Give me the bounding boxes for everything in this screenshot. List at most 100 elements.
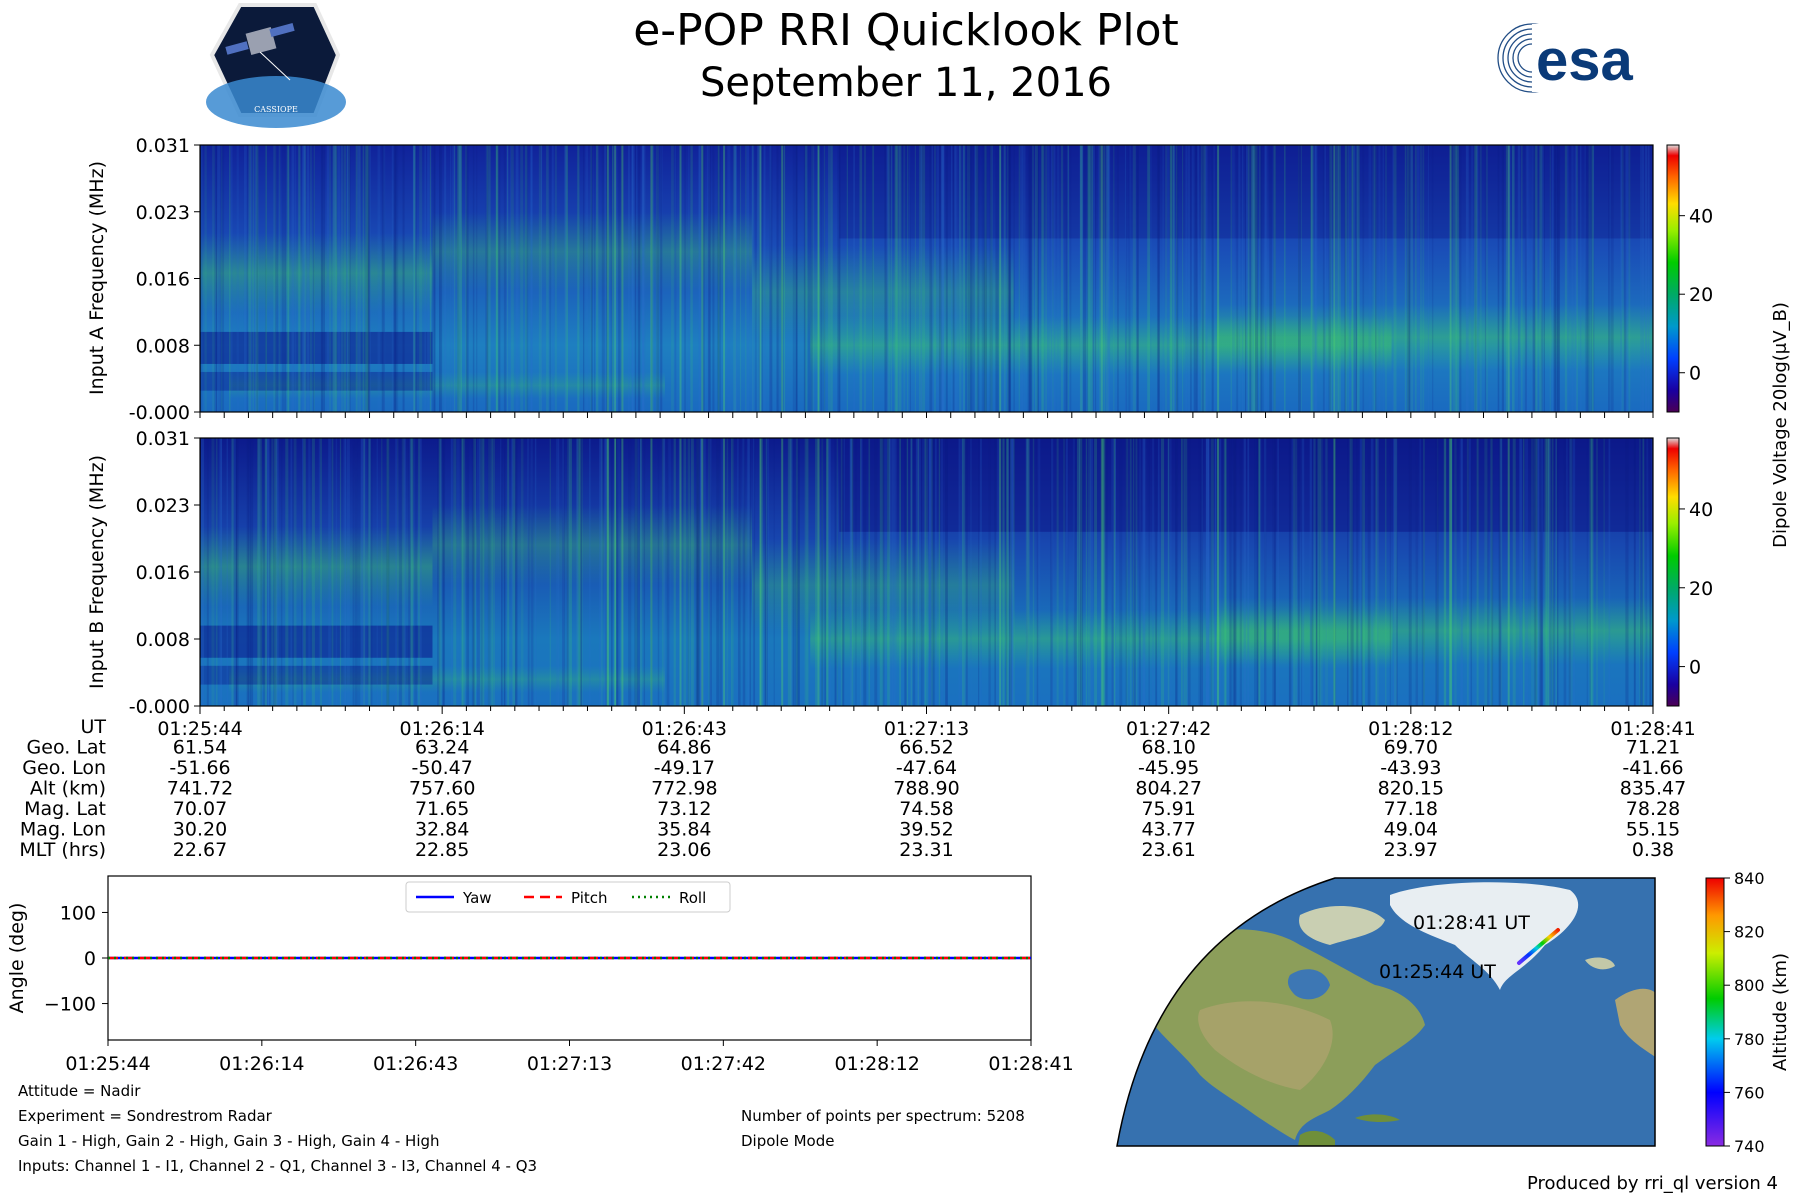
- y-tick-label: 0.031: [136, 428, 190, 450]
- y-tick-label: 0.023: [136, 495, 190, 517]
- ephemeris-cell: 71.65: [415, 798, 469, 820]
- cassiope-logo: CASSIOPE: [206, 3, 346, 128]
- esa-logo: esa: [1497, 23, 1634, 93]
- legend-label-pitch: Pitch: [571, 889, 608, 907]
- x-tick-label: 01:27:13: [884, 718, 969, 740]
- y-tick-label: 0.016: [136, 269, 190, 291]
- ephemeris-cell: 69.70: [1384, 737, 1438, 759]
- attitude-y-axis: 100 0 −100: [44, 902, 108, 1016]
- colorbar-tick-label: 40: [1689, 206, 1713, 228]
- colorbar-b: 0 20 40: [1666, 437, 1713, 707]
- ephemeris-cell: 23.97: [1384, 839, 1438, 861]
- ephemeris-cell: 788.90: [893, 778, 959, 800]
- ephemeris-row-label: Geo. Lat: [27, 737, 106, 759]
- ephemeris-cell: -41.66: [1622, 757, 1683, 779]
- hudson-bay: [1287, 969, 1330, 1000]
- ground-track-map: 01:28:41 UT 01:25:44 UT: [1116, 877, 1656, 1147]
- ephemeris-cell: 75.91: [1141, 798, 1195, 820]
- ephemeris-row-label: UT: [80, 716, 106, 738]
- spectrogram-a-y-axis: -0.000 0.008 0.016 0.023 0.031: [129, 135, 1654, 424]
- colorbar-tick-label: 20: [1689, 284, 1713, 306]
- ephemeris-row-label: Geo. Lon: [22, 757, 106, 779]
- altitude-colorbar-label: Altitude (km): [1770, 953, 1791, 1071]
- x-tick-label: 01:27:42: [1126, 718, 1211, 740]
- track-end-label: 01:28:41 UT: [1413, 912, 1530, 934]
- info-attitude: Attitude = Nadir: [18, 1082, 141, 1100]
- attitude-y-tick-label: 100: [60, 902, 96, 924]
- spectrogram-b-y-axis: -0.000 0.008 0.016 0.023 0.031: [129, 428, 200, 718]
- produced-by: Produced by rri_ql version 4: [1527, 1173, 1778, 1194]
- attitude-x-tick-label: 01:25:44: [65, 1053, 150, 1075]
- ephemeris-cell: -43.93: [1380, 757, 1441, 779]
- page-date: September 11, 2016: [700, 60, 1112, 106]
- ephemeris-cell: 77.18: [1384, 798, 1438, 820]
- x-tick-label: 01:28:41: [1610, 718, 1695, 740]
- ephemeris-cell: 23.06: [657, 839, 711, 861]
- ephemeris-cell: -50.47: [412, 757, 473, 779]
- attitude-x-tick-label: 01:26:14: [219, 1053, 304, 1075]
- y-tick-label: -0.000: [129, 696, 190, 718]
- ephemeris-cell: 22.67: [173, 839, 227, 861]
- x-tick-label: 01:25:44: [157, 718, 242, 740]
- x-tick-label: 01:26:14: [399, 718, 484, 740]
- ephemeris-cell: 74.58: [899, 798, 953, 820]
- ephemeris-cell: 55.15: [1626, 819, 1680, 841]
- attitude-x-tick-label: 01:26:43: [373, 1053, 458, 1075]
- y-tick-label: 0.008: [136, 629, 190, 651]
- info-points: Number of points per spectrum: 5208: [741, 1107, 1025, 1125]
- colorbar-tick-label: 40: [1689, 499, 1713, 521]
- track-start-label: 01:25:44 UT: [1379, 961, 1496, 983]
- spectrogram-a: -0.000 0.008 0.016 0.023 0.031 Input A Frequ…: [86, 135, 1654, 424]
- ephemeris-row-label: MLT (hrs): [19, 839, 106, 861]
- attitude-x-tick-label: 01:28:41: [988, 1053, 1073, 1075]
- legend-label-yaw: Yaw: [462, 889, 492, 907]
- satellite-track: [1517, 928, 1560, 965]
- info-experiment: Experiment = Sondrestrom Radar: [18, 1107, 273, 1125]
- altitude-colorbar: 740 760 780 800 820 840 Altitude (km): [1705, 869, 1791, 1156]
- altitude-tick-label: 780: [1734, 1030, 1765, 1049]
- ephemeris-cell: 49.04: [1384, 819, 1438, 841]
- attitude-legend: Yaw Pitch Roll: [405, 881, 731, 913]
- y-tick-label: -0.000: [129, 402, 190, 424]
- colorbar-tick-label: 0: [1689, 657, 1701, 679]
- ephemeris-row-label: Mag. Lon: [20, 819, 106, 841]
- attitude-y-tick-label: −100: [44, 994, 96, 1016]
- spectrogram-b: -0.000 0.008 0.016 0.023 0.031 Input B Frequ…: [86, 428, 1696, 740]
- y-tick-label: 0.023: [136, 202, 190, 224]
- page-title: e-POP RRI Quicklook Plot: [633, 5, 1179, 56]
- ephemeris-row-label: Mag. Lat: [24, 798, 106, 820]
- ephemeris-row-label: Alt (km): [30, 778, 106, 800]
- colorbar-a: 0 20 40: [1666, 144, 1713, 413]
- ephemeris-cell: -51.66: [169, 757, 230, 779]
- altitude-tick-label: 820: [1734, 923, 1765, 942]
- ephemeris-cell: 64.86: [657, 737, 711, 759]
- greenland-landmass: [1390, 882, 1579, 990]
- colorbar-tick-label: 20: [1689, 578, 1713, 600]
- esa-logo-text: esa: [1536, 28, 1634, 93]
- ephemeris-cell: 68.10: [1141, 737, 1195, 759]
- altitude-tick-label: 760: [1734, 1083, 1765, 1102]
- attitude-ylabel: Angle (deg): [6, 903, 28, 1014]
- spectrogram-a-texture: [200, 145, 1653, 412]
- altitude-tick-label: 800: [1734, 976, 1765, 995]
- info-gains: Gain 1 - High, Gain 2 - High, Gain 3 - H…: [18, 1132, 440, 1150]
- ephemeris-cell: 772.98: [651, 778, 717, 800]
- attitude-y-tick-label: 0: [84, 948, 96, 970]
- ephemeris-cell: 73.12: [657, 798, 711, 820]
- ephemeris-cell: 820.15: [1378, 778, 1444, 800]
- info-inputs: Inputs: Channel 1 - I1, Channel 2 - Q1, …: [18, 1157, 537, 1175]
- ephemeris-cell: -47.64: [896, 757, 957, 779]
- colorbar-tick-label: 0: [1689, 363, 1701, 385]
- x-tick-label: 01:28:12: [1368, 718, 1453, 740]
- ephemeris-cell: 30.20: [173, 819, 227, 841]
- ephemeris-cell: -45.95: [1138, 757, 1199, 779]
- cassiope-logo-text: CASSIOPE: [254, 105, 298, 114]
- attitude-x-tick-label: 01:27:42: [681, 1053, 766, 1075]
- y-tick-label: 0.008: [136, 335, 190, 357]
- info-mode: Dipole Mode: [741, 1132, 834, 1150]
- ephemeris-cell: 23.61: [1141, 839, 1195, 861]
- map-boundary: [1116, 877, 1656, 1147]
- ephemeris-cell: 0.38: [1632, 839, 1674, 861]
- ephemeris-cell: 22.85: [415, 839, 469, 861]
